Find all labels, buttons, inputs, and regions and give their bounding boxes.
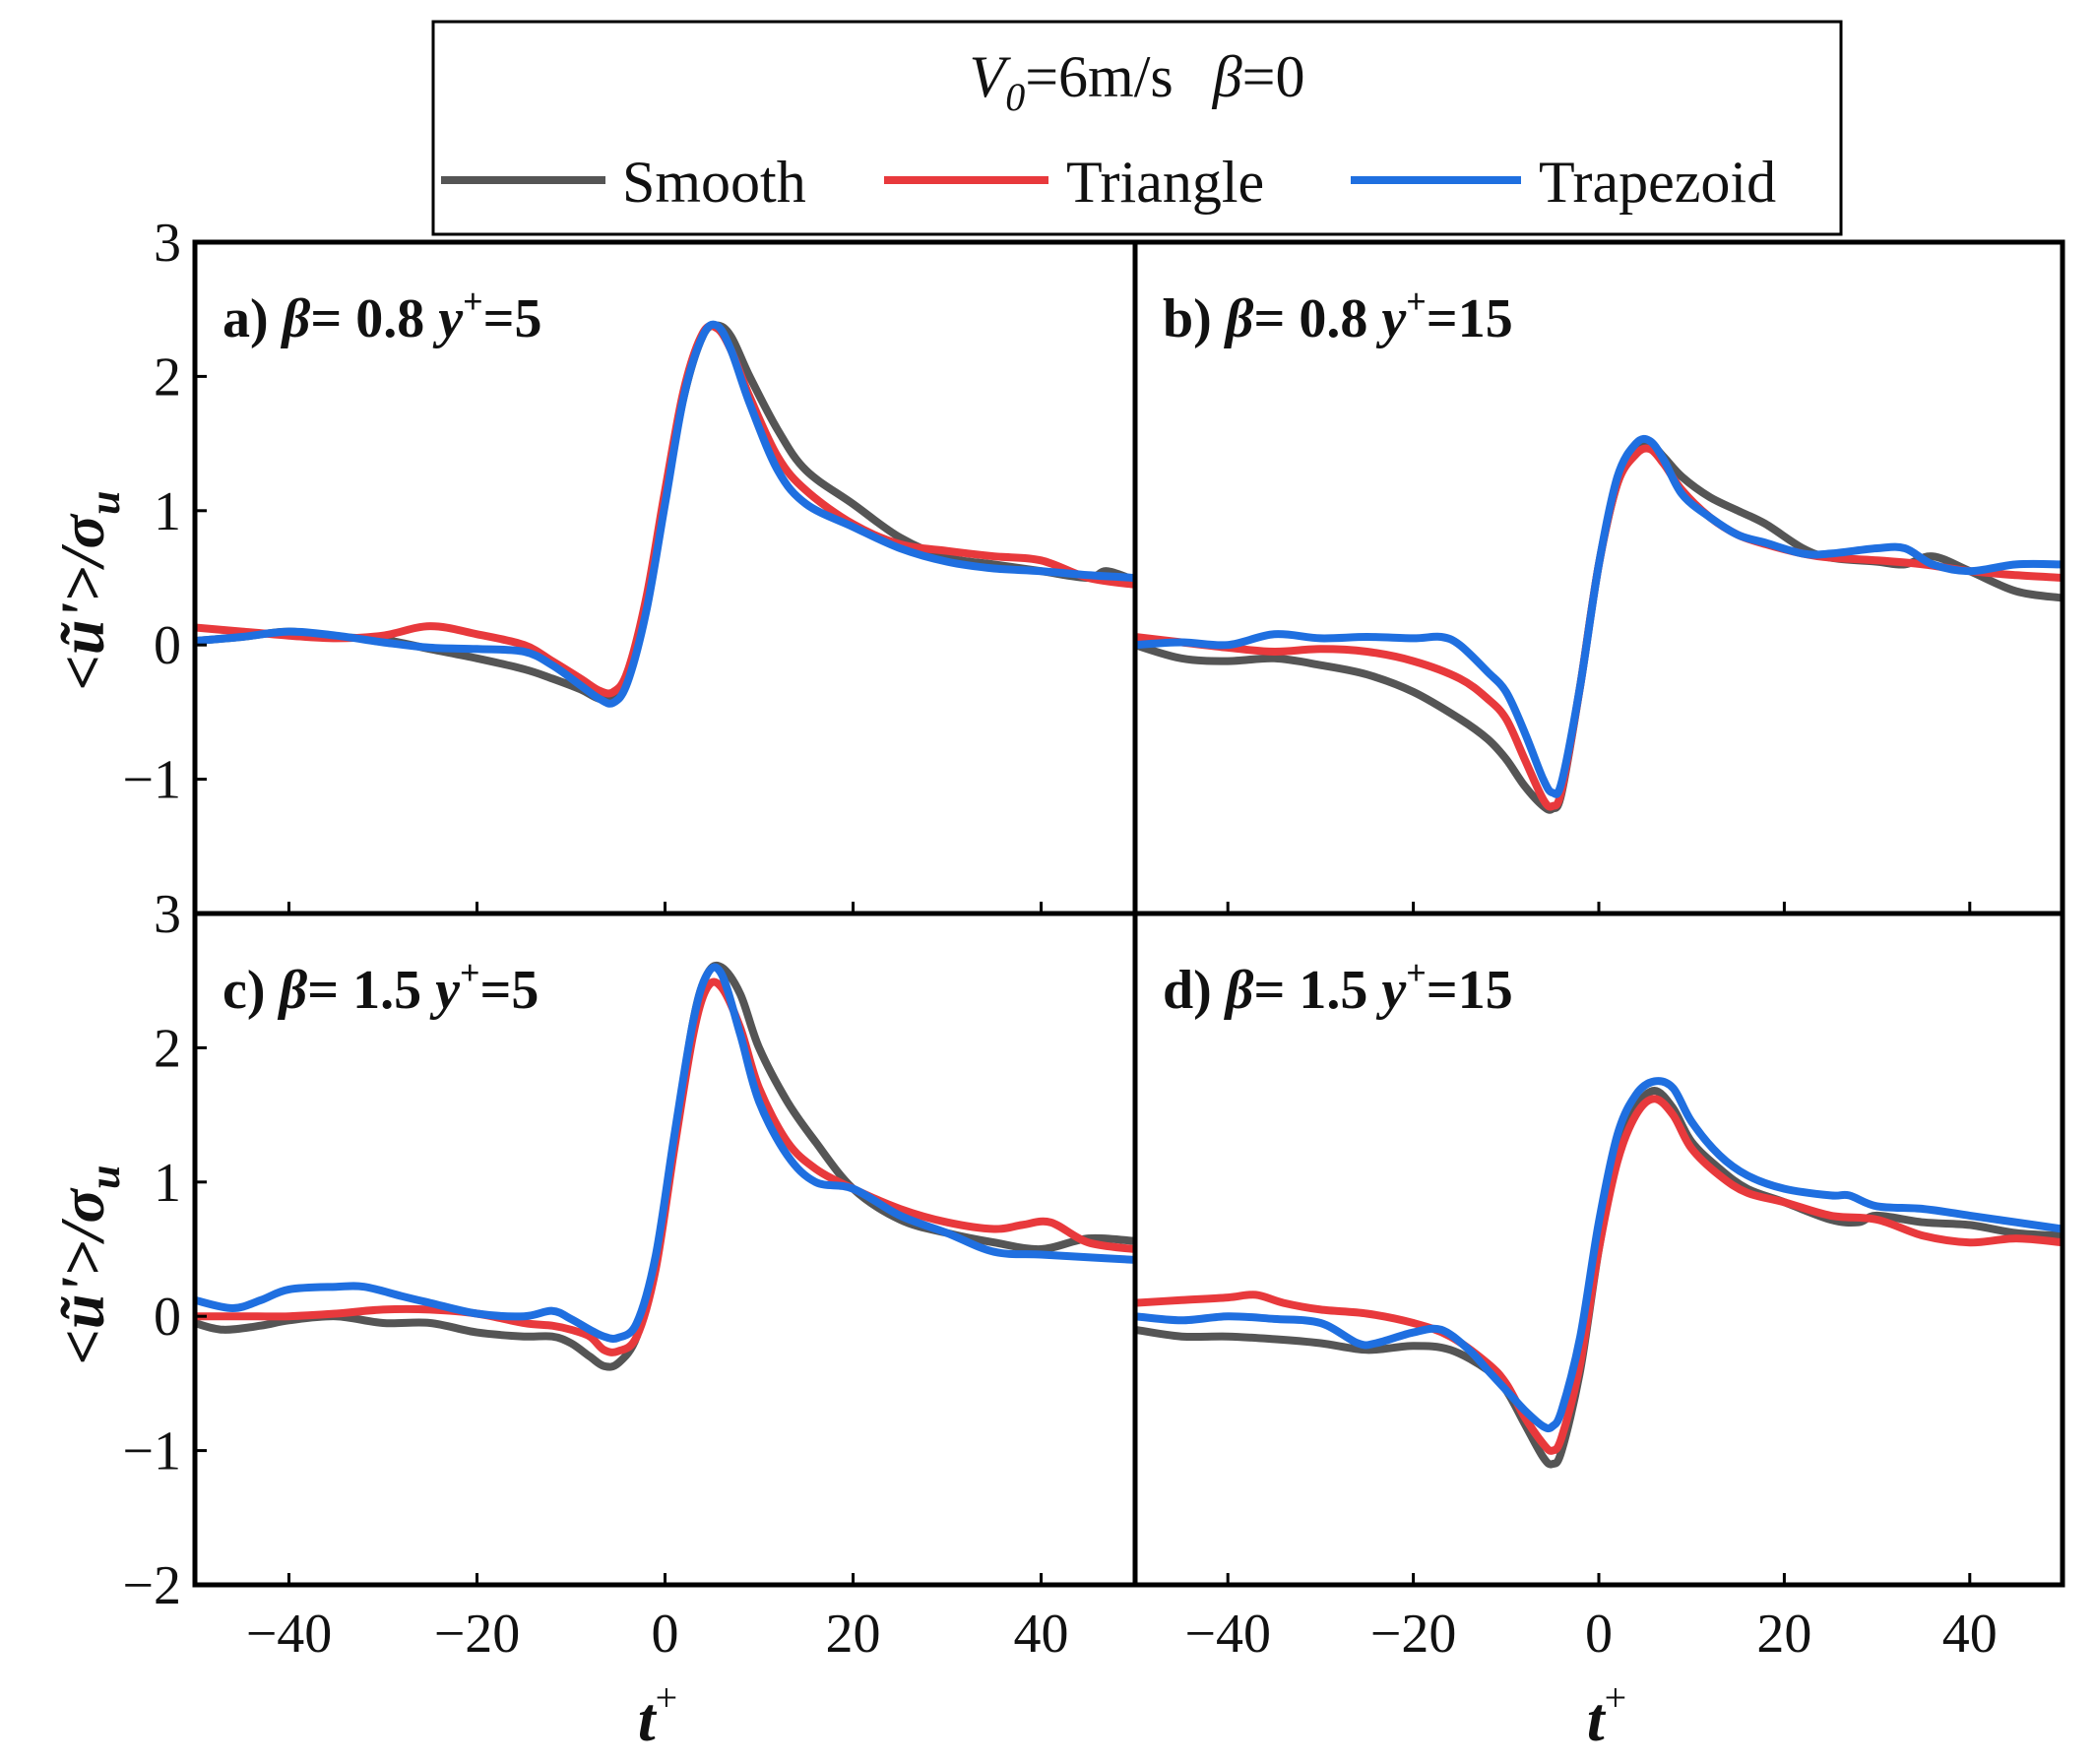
legend-label-smooth: Smooth: [622, 150, 806, 215]
x-tick-label-d: −40: [1184, 1604, 1271, 1665]
panel-label-part-a: =5: [483, 288, 542, 349]
legend-header-beta: β: [1212, 44, 1242, 109]
y-axis-title-top-main: <ũ'>/σ: [47, 513, 117, 690]
legend-header-var: V: [970, 44, 1012, 109]
x-tick-label-d: −20: [1370, 1604, 1457, 1665]
panel-label-part-d: β: [1224, 960, 1254, 1021]
x-tick-label-c: 0: [652, 1604, 679, 1665]
y-tick-label-a: 1: [154, 481, 181, 542]
y-axis-title-top: <ũ'>/σu: [47, 490, 129, 690]
legend-header: V0=6m/s β=0: [970, 44, 1305, 119]
panel-label-part-b: =15: [1427, 288, 1513, 349]
y-tick-label-a: 2: [154, 346, 181, 408]
panel-label-part-a: = 0.8: [310, 288, 438, 349]
svg-text:<ũ'>/σu: <ũ'>/σu: [47, 1165, 129, 1364]
series-line-trapezoid-d: [1135, 1077, 2063, 1433]
legend-header-rest: =6m/s: [1025, 44, 1174, 109]
panel-label-part-c: c): [222, 960, 280, 1021]
legend-label-trapezoid: Trapezoid: [1539, 150, 1776, 215]
panel-label-part-a: +: [463, 282, 483, 321]
y-axis-title-top-sub: u: [81, 490, 129, 514]
legend-header-beta-val: =0: [1242, 44, 1305, 109]
panel-label-part-b: +: [1406, 282, 1427, 321]
panel-label-b: b) β= 0.8 y+=15: [1163, 282, 1513, 349]
panel-label-part-d: +: [1406, 953, 1427, 992]
y-tick-label-c: 1: [154, 1153, 181, 1214]
x-tick-label-d: 40: [1942, 1604, 1998, 1665]
x-tick-label-c: −20: [434, 1604, 521, 1665]
series-line-triangle-d: [1135, 1095, 2063, 1455]
panel-label-part-c: y: [429, 960, 461, 1021]
y-tick-label-a: 3: [154, 213, 181, 274]
y-axis-title-bottom-main: <ũ'>/σ: [47, 1187, 117, 1364]
y-tick-label-c: 0: [154, 1287, 181, 1348]
x-tick-label-c: 40: [1014, 1604, 1069, 1665]
panel-label-part-d: y: [1375, 960, 1407, 1021]
y-tick-label-a: −1: [122, 750, 181, 811]
panel-label-part-c: = 1.5: [307, 960, 435, 1021]
series-line-smooth-b: [1135, 439, 2063, 814]
y-axis-title-bottom-sub: u: [81, 1165, 129, 1188]
x-axis-title-left-sup: +: [656, 1675, 678, 1720]
panel-label-part-a: β: [281, 288, 311, 349]
panel-b: b) β= 0.8 y+=15: [1132, 239, 2065, 916]
y-tick-label-c: 2: [154, 1018, 181, 1079]
x-axis-title-right-main: t: [1587, 1684, 1607, 1754]
svg-text:<ũ'>/σu: <ũ'>/σu: [47, 490, 129, 690]
panel-label-a: a) β= 0.8 y+=5: [222, 282, 542, 349]
panel-label-part-c: +: [460, 953, 480, 992]
x-axis-title-left: t+: [638, 1675, 677, 1754]
x-tick-label-c: 20: [826, 1604, 881, 1665]
x-axis-title-left-main: t: [638, 1684, 658, 1754]
panel-label-part-d: =15: [1427, 960, 1513, 1021]
panel-label-part-a: y: [432, 288, 464, 349]
x-axis-title-right-sup: +: [1605, 1675, 1627, 1720]
panel-label-part-d: d): [1163, 960, 1226, 1021]
series-line-smooth-d: [1135, 1087, 2063, 1469]
panel-label-part-b: y: [1375, 288, 1407, 349]
y-axis-title-bottom: <ũ'>/σu: [47, 1165, 129, 1364]
series-line-trapezoid-b: [1135, 434, 2063, 798]
x-tick-label-c: −40: [246, 1604, 333, 1665]
series-line-trapezoid-c: [195, 963, 1135, 1343]
legend: V0=6m/s β=0 Smooth Triangle Trapezoid: [431, 20, 1843, 236]
legend-frame: [431, 20, 1843, 236]
panel-label-c: c) β= 1.5 y+=5: [222, 953, 539, 1021]
panel-c: −40 −20 0 20 40 −2 −1 0 1 2 3 c) β= 1.5 y+=5: [122, 884, 1138, 1665]
y-tick-label-a: 0: [154, 615, 181, 676]
y-tick-label-c: 3: [154, 884, 181, 945]
panel-label-d: d) β= 1.5 y+=15: [1163, 953, 1513, 1021]
legend-label-triangle: Triangle: [1066, 150, 1264, 215]
panel-label-part-a: a): [222, 288, 283, 349]
panel-label-part-c: β: [278, 960, 308, 1021]
series-line-triangle-b: [1135, 444, 2063, 811]
panel-label-part-b: b): [1163, 288, 1226, 349]
panel-label-part-c: =5: [480, 960, 540, 1021]
x-axis-title-right: t+: [1587, 1675, 1626, 1754]
panel-d: −40 −20 0 20 40 d) β= 1.5 y+=15: [1132, 911, 2065, 1665]
panel-label-part-b: β: [1224, 288, 1254, 349]
legend-header-sub: 0: [1005, 75, 1025, 119]
series-line-smooth-c: [195, 961, 1135, 1371]
series-line-triangle-c: [195, 977, 1135, 1356]
x-tick-label-d: 20: [1756, 1604, 1811, 1665]
panel-a: −1 0 1 2 3 a) β= 0.8 y+=5: [122, 213, 1138, 916]
series-line-trapezoid-a: [195, 320, 1135, 708]
y-tick-label-c: −1: [122, 1421, 181, 1482]
panel-label-part-b: = 0.8: [1253, 288, 1381, 349]
y-tick-label-c: −2: [122, 1555, 181, 1616]
panel-label-part-d: = 1.5: [1253, 960, 1381, 1021]
x-tick-label-d: 0: [1585, 1604, 1613, 1665]
